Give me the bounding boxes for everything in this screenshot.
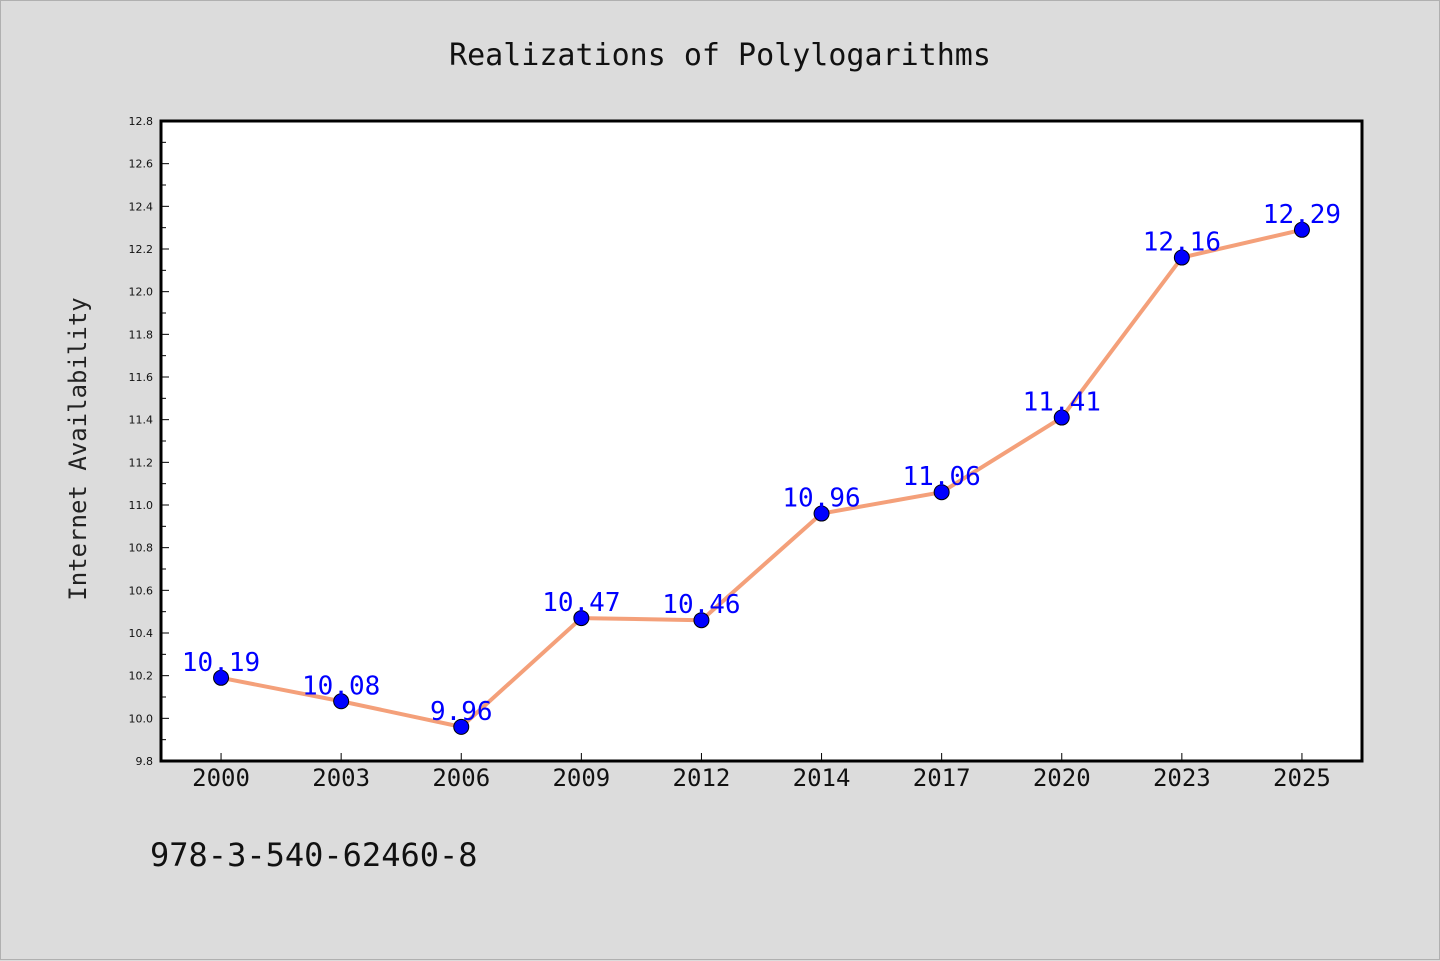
y-tick-label: 12.6 — [129, 158, 154, 171]
data-point — [453, 718, 470, 735]
y-axis-label: Internet Availability — [64, 297, 92, 600]
y-tick-label: 11.2 — [129, 456, 154, 469]
x-tick-label: 2000 — [192, 764, 250, 792]
data-point — [213, 669, 230, 686]
x-tick-label: 2017 — [913, 764, 971, 792]
data-point — [693, 612, 710, 629]
y-tick-label: 10.0 — [129, 712, 154, 725]
data-label: 10.08 — [302, 671, 380, 701]
y-tick-label: 10.8 — [129, 542, 154, 555]
isbn-footer: 978-3-540-62460-8 — [150, 836, 478, 874]
data-point — [1053, 409, 1070, 426]
y-axis-ticks: 9.8 10.0 10.2 10.4 10.6 10.8 11.0 11.2 11.4 11.6 1… — [129, 115, 169, 768]
data-point — [813, 505, 830, 522]
x-tick-label: 2025 — [1273, 764, 1331, 792]
plot-area — [161, 121, 1362, 761]
y-tick-label: 11.4 — [129, 414, 154, 427]
y-tick-label: 10.2 — [129, 670, 154, 683]
data-label: 10.96 — [782, 484, 860, 514]
data-label: 10.19 — [182, 648, 260, 678]
y-tick-label: 12.4 — [129, 200, 154, 213]
series-line — [219, 227, 1304, 729]
plot-border — [159, 119, 1364, 763]
x-tick-label: 2006 — [432, 764, 490, 792]
x-tick-label: 2003 — [312, 764, 370, 792]
data-point — [933, 484, 950, 501]
y-tick-label: 11.0 — [129, 499, 154, 512]
data-label: 9.96 — [430, 697, 493, 727]
data-label: 10.47 — [542, 588, 620, 618]
y-tick-label: 10.6 — [129, 584, 154, 597]
data-label: 10.46 — [662, 590, 740, 620]
data-point — [333, 693, 350, 710]
series-lines — [219, 227, 1304, 729]
x-tick-label: 2009 — [552, 764, 610, 792]
x-tick-label: 2012 — [673, 764, 731, 792]
y-tick-label: 12.8 — [129, 115, 154, 128]
data-point — [1293, 221, 1310, 238]
data-label: 12.16 — [1143, 228, 1221, 258]
data-point — [1173, 249, 1190, 266]
y-tick-label: 10.4 — [129, 627, 154, 640]
y-tick-label: 12.0 — [129, 286, 154, 299]
x-tick-label: 2014 — [793, 764, 851, 792]
y-tick-label: 11.6 — [129, 371, 154, 384]
y-tick-label: 9.8 — [136, 755, 154, 768]
data-label: 11.06 — [903, 462, 981, 492]
x-axis-ticks: 2000 2003 2006 2009 2012 2014 2017 2020 2023 2025 — [192, 753, 1331, 792]
y-tick-label: 12.2 — [129, 243, 154, 256]
y-tick-label: 11.8 — [129, 328, 154, 341]
chart-title: Realizations of Polylogarithms — [449, 38, 991, 73]
data-label: 11.41 — [1023, 388, 1101, 418]
data-label: 12.29 — [1263, 200, 1341, 230]
x-tick-label: 2020 — [1033, 764, 1091, 792]
data-point — [573, 610, 590, 627]
data-labels: 10.19 10.08 9.96 10.47 10.46 10.96 11.06 11.41 1… — [182, 200, 1341, 727]
series-markers — [213, 221, 1310, 735]
x-tick-label: 2023 — [1153, 764, 1211, 792]
